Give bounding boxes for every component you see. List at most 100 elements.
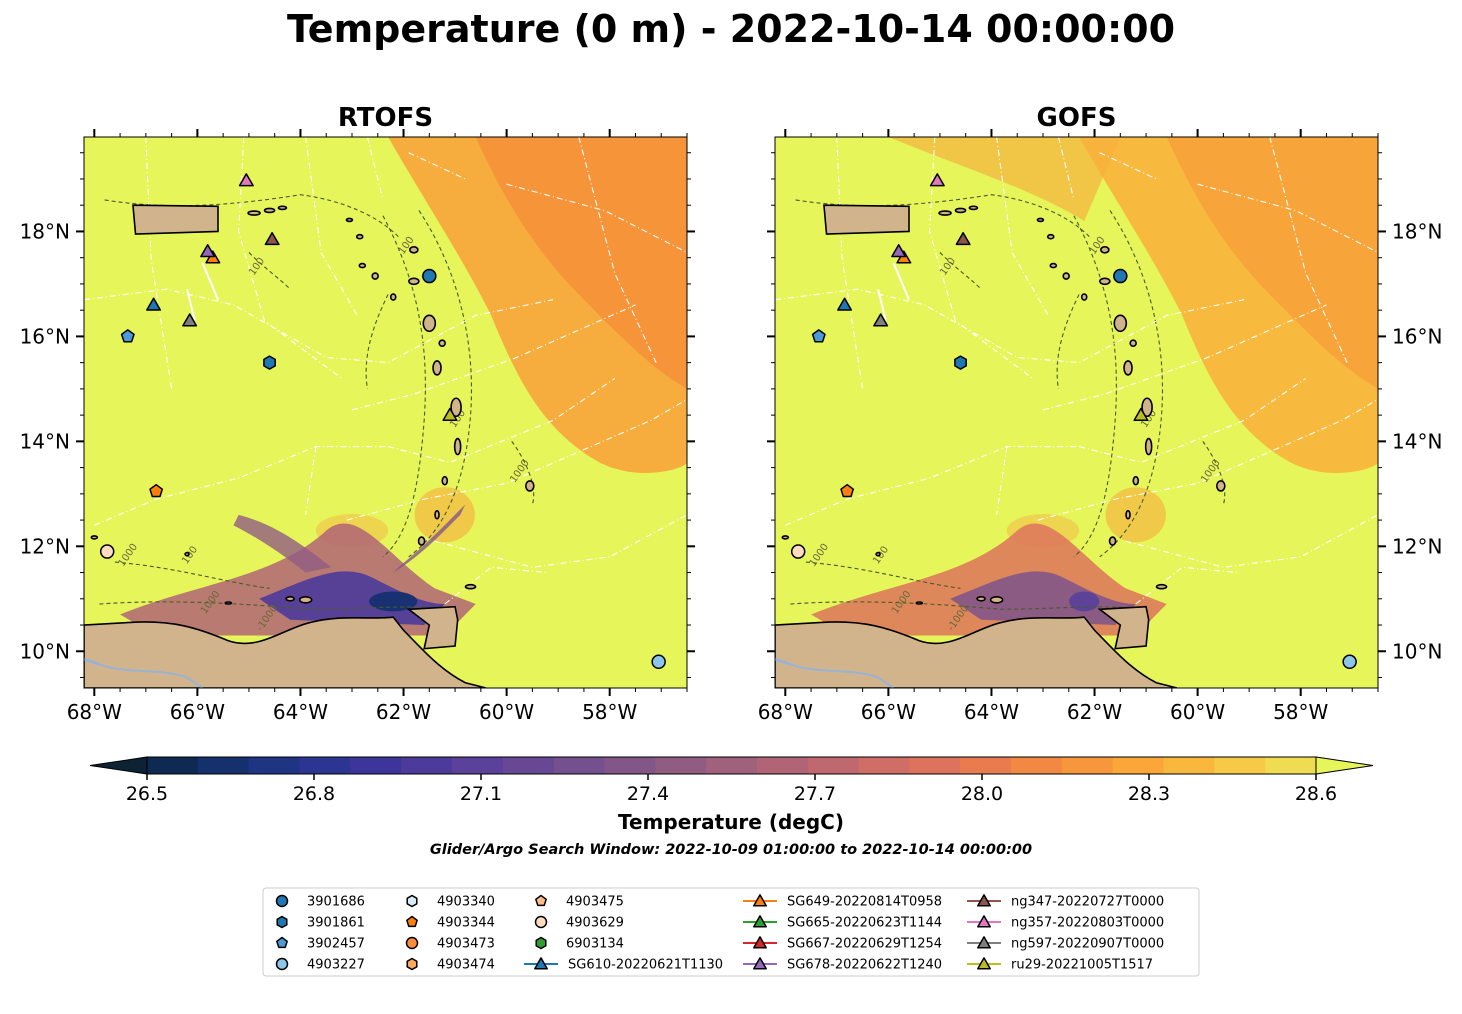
land-puerto-rico [823, 204, 910, 235]
land-island [1216, 480, 1226, 492]
marker-3901686 [1113, 268, 1128, 284]
marker-SG610-20220621T1130 [837, 297, 853, 311]
colorbar-extend-high [1315, 756, 1374, 775]
legend-marker [535, 894, 547, 907]
colorbar-segment [350, 757, 402, 774]
legend-marker [753, 915, 767, 928]
eez-boundary [1042, 304, 1327, 411]
land-island [1046, 233, 1055, 240]
bathymetry-contour [114, 561, 270, 589]
y-tick-label: 10°N [1392, 639, 1442, 663]
land-tobago [1155, 583, 1168, 590]
glider-track [877, 288, 887, 321]
land-island [1080, 293, 1088, 301]
x-tick-label: 66°W [170, 700, 225, 724]
eez-boundary [1057, 137, 1075, 201]
marker-4903227 [1342, 654, 1357, 670]
land-island [417, 536, 426, 546]
land-island [389, 293, 397, 301]
river [775, 657, 791, 666]
legend-frame [262, 887, 1200, 977]
marker-4903344 [840, 483, 855, 498]
marker-SG678-20220622T1240 [200, 244, 216, 258]
legend-label: 4903227 [307, 958, 365, 973]
eez-boundary [387, 377, 616, 463]
colorbar-segment [1214, 757, 1266, 774]
marker-ru29-20221005T1517 [1133, 407, 1149, 421]
colorbar-segment [1265, 757, 1317, 774]
x-tick-label: 58°W [582, 700, 637, 724]
legend-label: 3901686 [307, 895, 365, 910]
y-tick-label: 18°N [1392, 219, 1442, 243]
eez-boundary [775, 288, 1245, 364]
colorbar-segment [401, 757, 453, 774]
x-tick-label: 62°W [1067, 700, 1122, 724]
land-island [438, 339, 446, 348]
marker-4903344 [149, 483, 164, 498]
colorbar-segment [960, 757, 1012, 774]
land-island [1141, 397, 1153, 418]
land-island [371, 272, 379, 280]
land-island [1129, 339, 1137, 348]
cool-filament [233, 514, 332, 573]
marker-ru29-20221005T1517 [442, 407, 458, 421]
marker-3901686 [422, 268, 437, 284]
x-tick-label: 66°W [861, 700, 916, 724]
bathymetry-contour [365, 294, 389, 389]
land-south-america [775, 616, 1178, 688]
colorbar-tick-label: 27.1 [460, 783, 502, 805]
legend-marker [977, 957, 991, 970]
legend-marker [753, 957, 767, 970]
land-island [989, 596, 1004, 604]
land-island [409, 246, 419, 254]
legend-label: 3902457 [307, 937, 365, 952]
eez-boundary [1037, 398, 1378, 521]
land-island [90, 535, 99, 540]
x-tick-label: 64°W [964, 700, 1019, 724]
legend-label: ng357-20220803T0000 [1011, 916, 1164, 931]
marker-ng357-20220803T0000 [238, 173, 254, 187]
colorbar-segment [502, 757, 555, 774]
colorbar-segment [909, 757, 961, 774]
legend-label: 4903344 [437, 916, 495, 931]
cool-plume-core [1069, 591, 1100, 612]
legend-marker [977, 894, 991, 907]
legend-marker [405, 936, 419, 950]
land-island [408, 277, 420, 286]
bathymetry-contour [939, 252, 982, 290]
colorbar-segment [553, 757, 605, 774]
land-island [285, 595, 295, 602]
legend-label: 3901861 [307, 916, 365, 931]
warmer-water-region [475, 137, 687, 389]
colorbar: 26.5 26.8 27.1 27.4 27.7 28.0 28.3 28.6 [89, 756, 1374, 805]
colorbar-segment [248, 757, 300, 774]
eez-boundary [305, 446, 317, 515]
bathymetry-contour [805, 561, 961, 589]
legend-label: 4903475 [566, 895, 624, 910]
legend-label: 4903629 [566, 916, 624, 931]
eez-boundary [84, 288, 554, 364]
legend-label: 4903340 [437, 895, 495, 910]
eez-boundary [1099, 152, 1157, 180]
marker-4903629 [99, 544, 115, 559]
x-tick-label: 68°W [758, 700, 813, 724]
legend-marker [275, 894, 289, 908]
eez-boundary [408, 152, 466, 180]
eez-boundary [996, 446, 1008, 515]
cool-plume-core [369, 591, 418, 612]
colorbar-segment [807, 757, 860, 774]
marker-4903227 [651, 654, 666, 670]
river [84, 657, 100, 666]
panel-title: GOFS [1037, 103, 1117, 133]
marker-ng347-20220727T0000 [264, 231, 280, 246]
bathymetry-contour [790, 601, 1147, 610]
cool-plume-mid [259, 571, 445, 626]
colorbar-tick-label: 26.5 [126, 783, 168, 805]
marker-ng597-20220907T0000 [873, 313, 889, 327]
colorbar-frame [146, 756, 1317, 775]
land-island [247, 210, 261, 216]
bathymetry-contour [1202, 441, 1226, 505]
